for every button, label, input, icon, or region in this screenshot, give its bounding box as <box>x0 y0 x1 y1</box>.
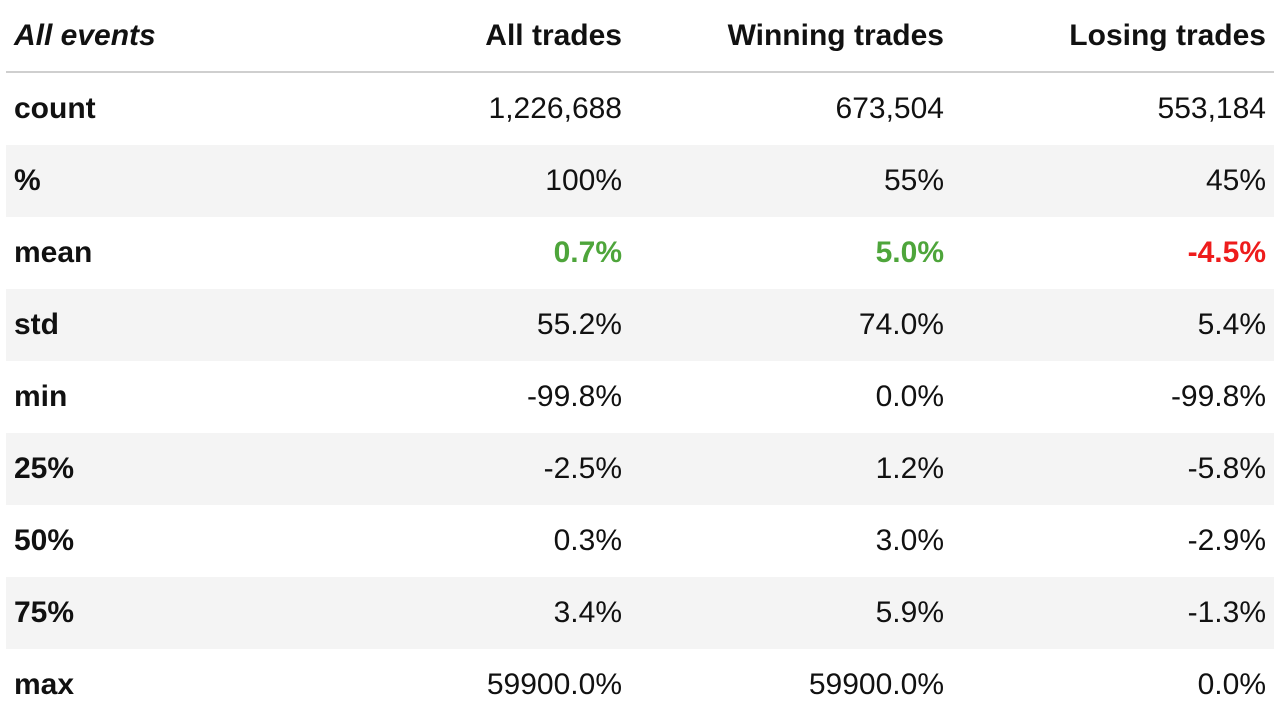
cell-losing-trades: 0.0% <box>1197 668 1266 701</box>
table-body: count 1,226,688 673,504 553,184% 100% 55% 45% m… <box>6 73 1274 721</box>
table-row: std 55.2% 74.0% 5.4% <box>6 289 1274 361</box>
cell-losing-trades: 45% <box>1205 164 1266 197</box>
cell-all-trades: 1,226,688 <box>488 92 622 125</box>
cell-losing-trades: 553,184 <box>1157 92 1266 125</box>
corner-label: All events <box>14 18 156 52</box>
cell-all-trades: 59900.0% <box>486 668 622 701</box>
cell-losing-trades: -4.5% <box>1187 236 1266 269</box>
cell-winning-trades: 55% <box>883 164 944 197</box>
table-row: % 100% 55% 45% <box>6 145 1274 217</box>
cell-losing-trades: -1.3% <box>1187 596 1266 629</box>
cell-all-trades: 55.2% <box>536 308 622 341</box>
cell-all-trades: 0.3% <box>553 524 622 557</box>
cell-all-trades: 0.7% <box>553 236 622 269</box>
cell-losing-trades: -5.8% <box>1187 452 1266 485</box>
cell-losing-trades: -99.8% <box>1170 380 1266 413</box>
table-row: count 1,226,688 673,504 553,184 <box>6 73 1274 145</box>
cell-all-trades: -99.8% <box>526 380 622 413</box>
row-label: min <box>14 380 68 413</box>
column-header-losing-trades: Losing trades <box>1069 18 1266 52</box>
table-row: 75% 3.4% 5.9% -1.3% <box>6 577 1274 649</box>
table-row: min -99.8% 0.0% -99.8% <box>6 361 1274 433</box>
table-row: mean 0.7% 5.0% -4.5% <box>6 217 1274 289</box>
table-row: 25% -2.5% 1.2% -5.8% <box>6 433 1274 505</box>
table-row: max 59900.0% 59900.0% 0.0% <box>6 649 1274 721</box>
stats-table: All events All trades Winning trades Los… <box>6 0 1274 721</box>
cell-losing-trades: 5.4% <box>1197 308 1266 341</box>
row-label: 75% <box>14 596 75 629</box>
row-label: std <box>14 308 59 341</box>
row-label: mean <box>14 236 93 269</box>
row-label: 25% <box>14 452 75 485</box>
cell-all-trades: -2.5% <box>543 452 622 485</box>
cell-winning-trades: 74.0% <box>858 308 944 341</box>
row-label: max <box>14 668 75 701</box>
cell-winning-trades: 5.0% <box>875 236 944 269</box>
cell-winning-trades: 0.0% <box>875 380 944 413</box>
cell-losing-trades: -2.9% <box>1187 524 1266 557</box>
cell-winning-trades: 1.2% <box>875 452 944 485</box>
cell-winning-trades: 3.0% <box>875 524 944 557</box>
cell-winning-trades: 59900.0% <box>808 668 944 701</box>
table-header-row: All events All trades Winning trades Los… <box>6 0 1274 73</box>
column-header-winning-trades: Winning trades <box>727 18 944 52</box>
cell-all-trades: 3.4% <box>553 596 622 629</box>
cell-all-trades: 100% <box>545 164 622 197</box>
row-label: count <box>14 92 96 125</box>
table-row: 50% 0.3% 3.0% -2.9% <box>6 505 1274 577</box>
column-header-all-trades: All trades <box>485 18 622 52</box>
row-label: % <box>14 164 41 197</box>
cell-winning-trades: 5.9% <box>875 596 944 629</box>
cell-winning-trades: 673,504 <box>835 92 944 125</box>
row-label: 50% <box>14 524 75 557</box>
